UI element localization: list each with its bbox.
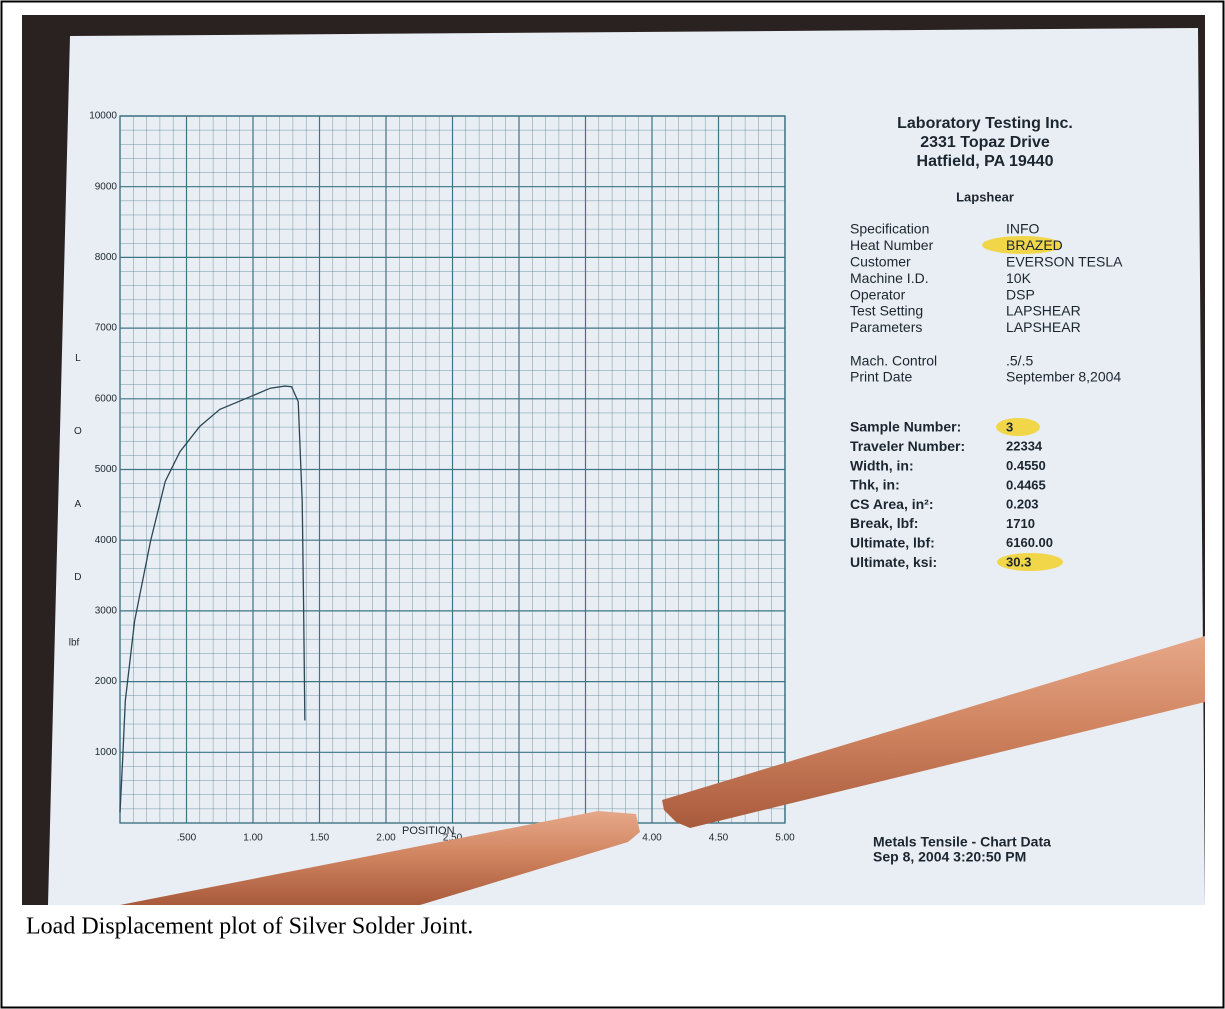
y-tick-label: 7000 (95, 323, 118, 334)
field-value: DSP (1006, 286, 1035, 302)
field-value: EVERSON TESLA (1006, 254, 1123, 270)
field-label: Specification (850, 221, 929, 237)
x-axis-label: POSITION (402, 825, 455, 837)
y-tick-label: 5000 (95, 464, 118, 475)
field-label: Ultimate, lbf: (850, 535, 935, 551)
x-tick-label: 4.50 (709, 833, 729, 844)
y-tick-label: 2000 (95, 676, 118, 687)
field-label: Mach. Control (850, 353, 937, 369)
field-value: LAPSHEAR (1006, 303, 1081, 319)
field-label: Test Setting (850, 303, 923, 319)
y-tick-label: 4000 (95, 535, 118, 546)
field-value: BRAZED (1006, 237, 1063, 253)
y-tick-label: 3000 (95, 606, 118, 617)
x-tick-label: 2.00 (376, 833, 396, 844)
copper-bar (662, 636, 1205, 828)
footer-line: Metals Tensile - Chart Data (873, 834, 1051, 850)
field-label: Parameters (850, 319, 922, 335)
field-label: Traveler Number: (850, 438, 965, 454)
field-value: 22334 (1006, 439, 1043, 454)
field-value: 10K (1006, 270, 1032, 286)
x-tick-label: .500 (177, 833, 197, 844)
field-value: September 8,2004 (1006, 369, 1121, 385)
field-label: Ultimate, ksi: (850, 554, 937, 570)
paper (48, 28, 1205, 905)
y-tick-label: 10000 (89, 111, 117, 122)
field-value: 30.3 (1006, 555, 1031, 570)
field-value: INFO (1006, 221, 1040, 237)
highlight (996, 418, 1040, 436)
lab-header: Hatfield, PA 19440 (917, 153, 1054, 170)
test-name: Lapshear (956, 189, 1014, 204)
x-tick-label: 4.00 (642, 833, 662, 844)
field-label: Width, in: (850, 457, 914, 473)
field-value: 0.4465 (1006, 477, 1046, 492)
data-line (119, 385, 306, 813)
field-value: LAPSHEAR (1006, 319, 1081, 335)
field-label: Thk, in: (850, 477, 900, 493)
field-label: Heat Number (850, 237, 934, 253)
copper-bar (120, 811, 640, 905)
lab-header: 2331 Topaz Drive (920, 134, 1050, 151)
field-value: 0.203 (1006, 497, 1039, 512)
copper-bars (120, 636, 1205, 905)
highlight (997, 553, 1063, 571)
lab-header: Laboratory Testing Inc. (897, 115, 1073, 132)
field-value: 3 (1006, 419, 1013, 434)
field-label: CS Area, in²: (850, 496, 934, 512)
y-tick-label: 9000 (95, 181, 118, 192)
field-value: 0.4550 (1006, 458, 1046, 473)
caption: Load Displacement plot of Silver Solder … (26, 914, 473, 940)
info-panel: Laboratory Testing Inc. 2331 Topaz Drive H… (850, 115, 1123, 864)
y-tick-label: 1000 (95, 747, 118, 758)
field-label: Break, lbf: (850, 515, 918, 531)
field-label: Sample Number: (850, 419, 961, 435)
x-tick-label: 5.00 (775, 833, 795, 844)
field-value: 6160.00 (1006, 535, 1053, 550)
y-axis-label: LOAD (72, 353, 83, 645)
field-label: Machine I.D. (850, 270, 929, 286)
footer-line: Sep 8, 2004 3:20:50 PM (873, 849, 1026, 865)
y-tick-label: 6000 (95, 393, 118, 404)
field-value: .5/.5 (1006, 353, 1033, 369)
plot: 1000 2000 3000 4000 5000 6000 7000 8000 9000 1000… (69, 111, 795, 844)
x-tick-label: 1.00 (243, 833, 263, 844)
field-label: Customer (850, 254, 911, 270)
field-value: 1710 (1006, 516, 1035, 531)
field-label: Print Date (850, 369, 912, 385)
y-tick-label: 8000 (95, 252, 118, 263)
x-tick-label: 1.50 (310, 833, 330, 844)
x-tick-label: 2.50 (443, 833, 463, 844)
field-label: Operator (850, 286, 906, 302)
y-axis-unit: lbf (69, 638, 80, 649)
highlight (982, 236, 1062, 254)
